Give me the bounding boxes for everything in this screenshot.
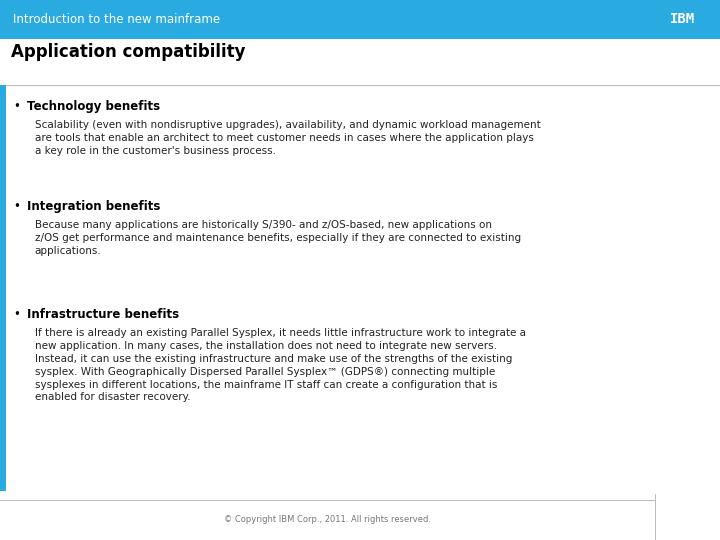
Text: •: • [13,100,20,113]
Text: Scalability (even with nondisruptive upgrades), availability, and dynamic worklo: Scalability (even with nondisruptive upg… [35,120,540,156]
Text: •: • [13,308,20,321]
Text: •: • [13,200,20,213]
Text: Technology benefits: Technology benefits [27,100,161,113]
Text: Because many applications are historically S/390- and z/OS-based, new applicatio: Because many applications are historical… [35,220,521,256]
Bar [0,85,6,491]
Text: If there is already an existing Parallel Sysplex, it needs little infrastructure: If there is already an existing Parallel… [35,328,526,402]
Text: Infrastructure benefits: Infrastructure benefits [27,308,179,321]
Text: Introduction to the new mainframe: Introduction to the new mainframe [13,13,220,26]
Text: IBM: IBM [670,12,695,26]
Bar [0,0,720,39]
Text: © Copyright IBM Corp., 2011. All rights reserved.: © Copyright IBM Corp., 2011. All rights … [224,515,431,524]
Text: Integration benefits: Integration benefits [27,200,161,213]
Text: Application compatibility: Application compatibility [11,43,246,61]
